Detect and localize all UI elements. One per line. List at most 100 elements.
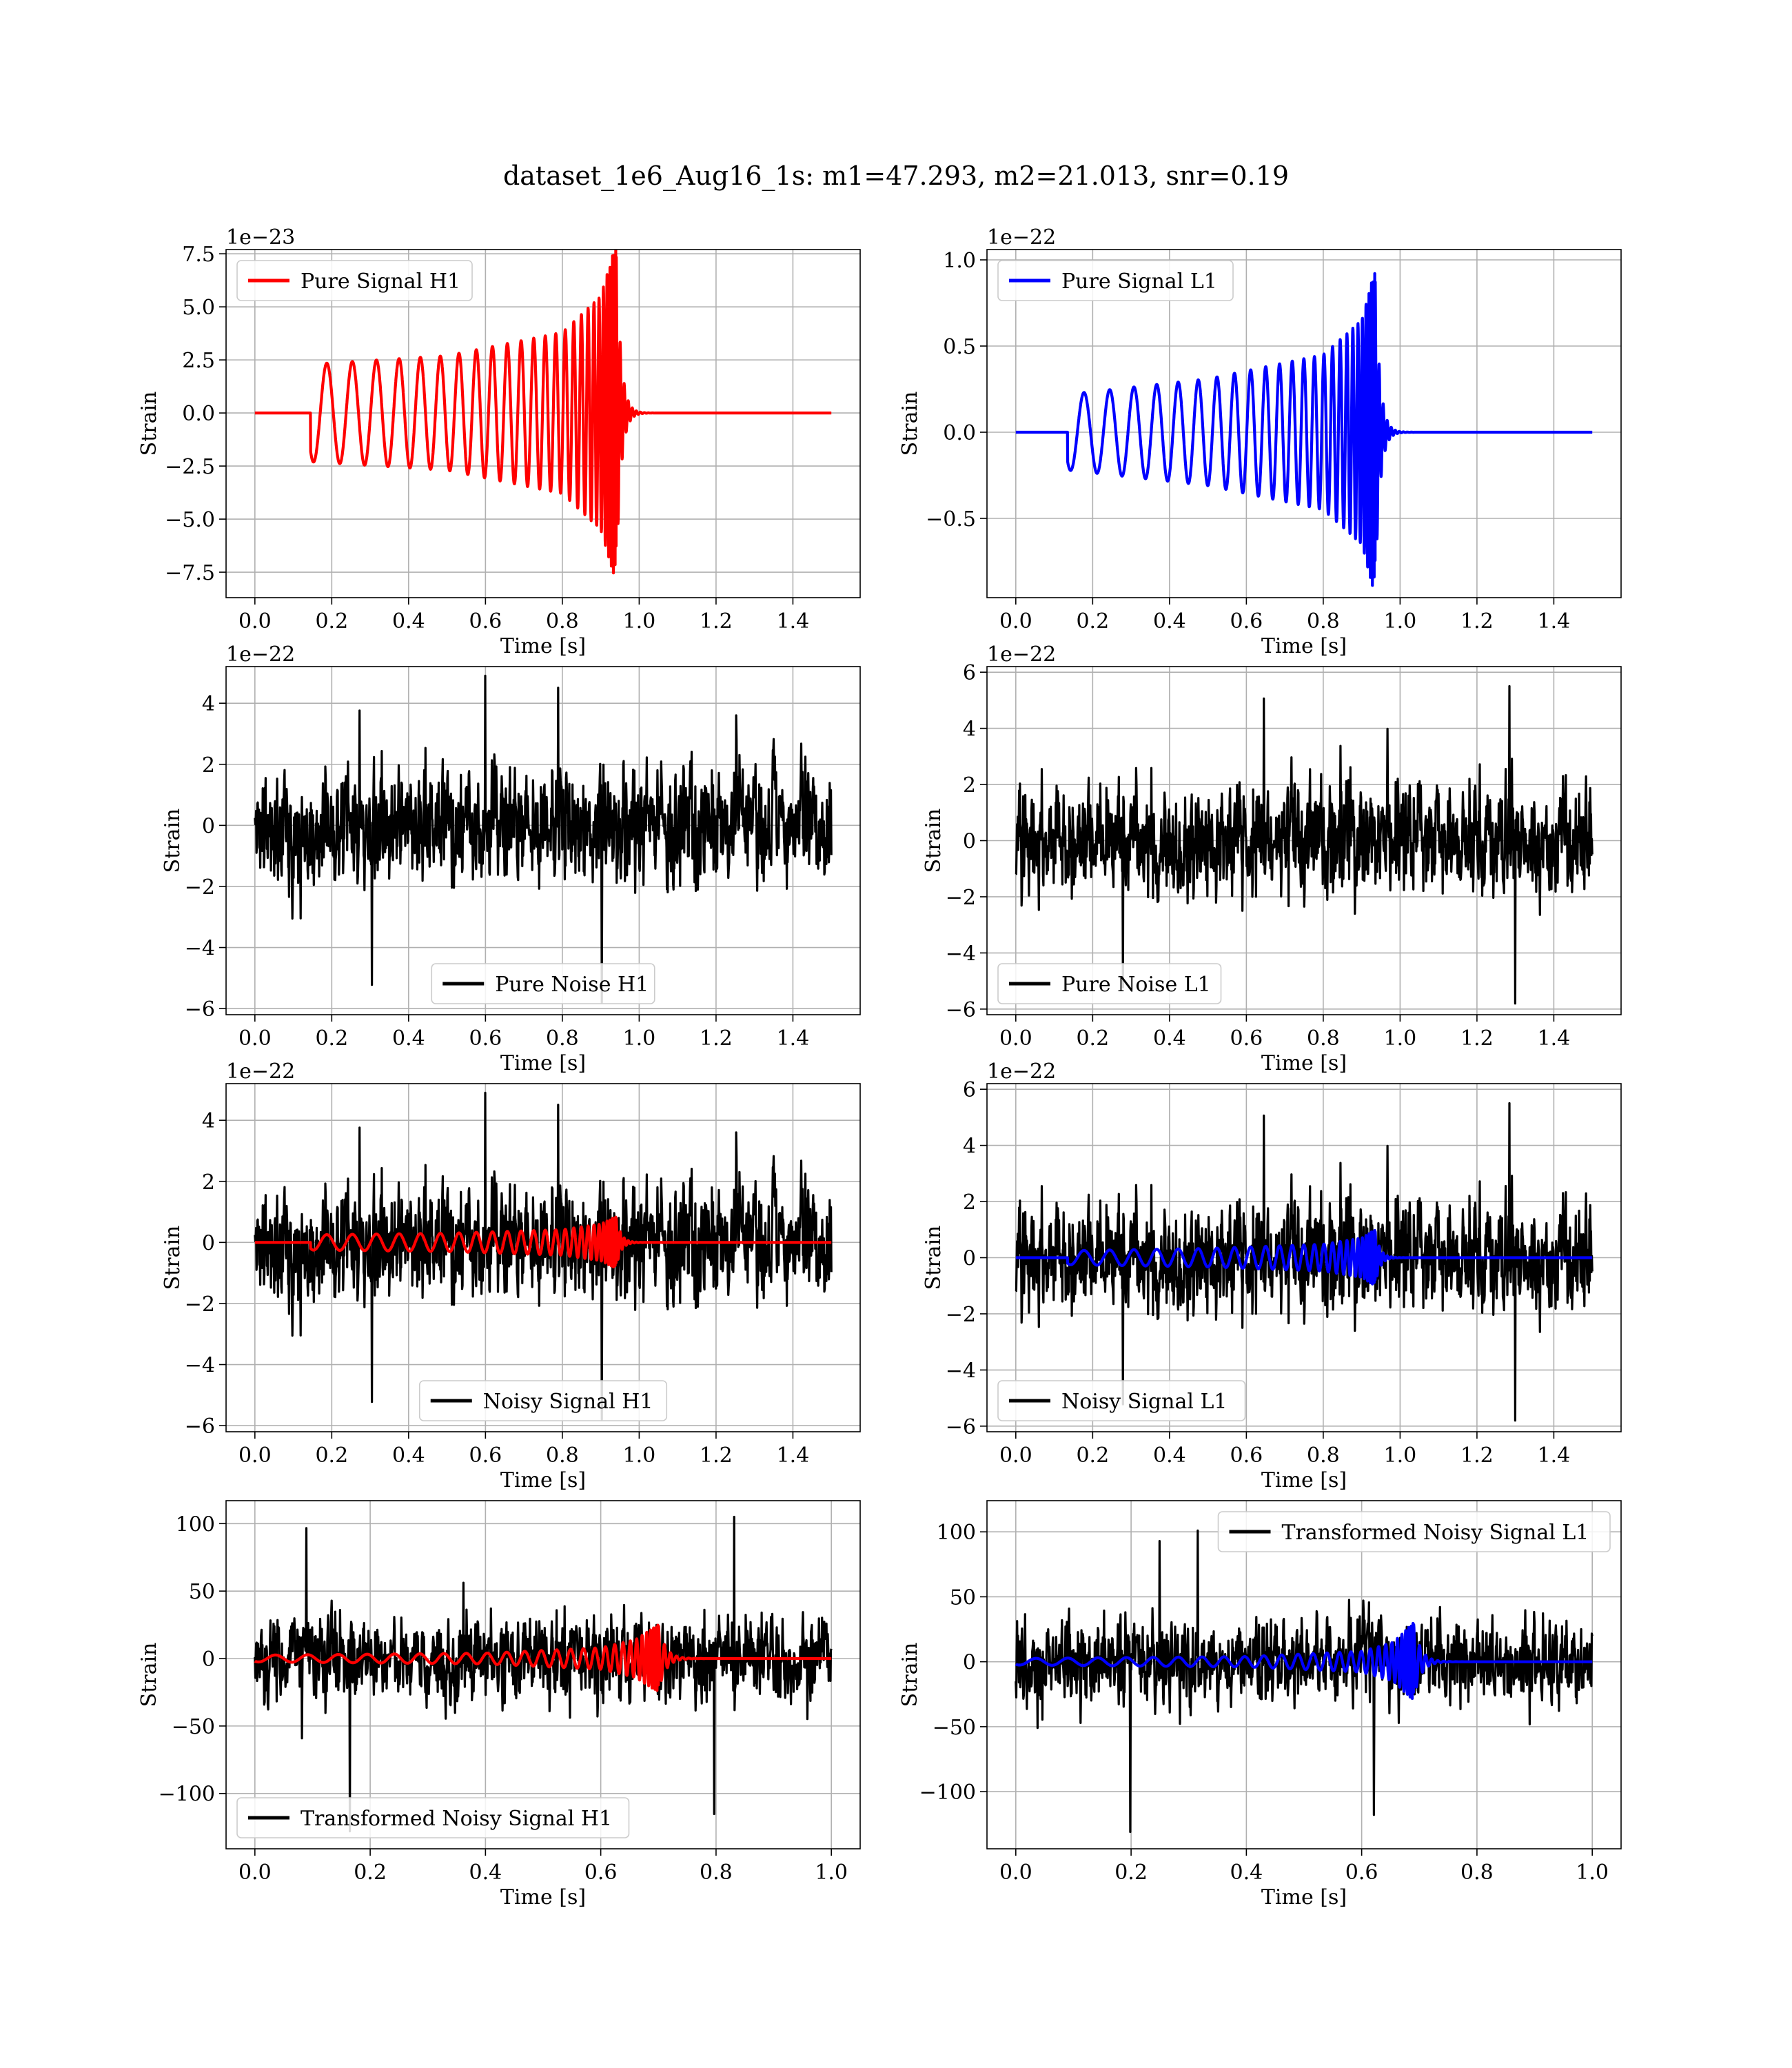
signal-line-0 [1015,272,1594,587]
noise-line-0 [1015,685,1594,1005]
x-tick-label: 0.0 [238,1861,272,1885]
signal-line-1 [254,1623,833,1692]
x-tick-label: 0.4 [392,1443,425,1468]
x-tick-label: 0.8 [546,609,579,633]
y-tick-label: 2 [963,1190,976,1215]
y-tick-label: −2.5 [165,455,215,479]
x-tick-label: 0.8 [700,1861,733,1885]
legend-label: Pure Signal H1 [301,270,460,294]
y-tick-label: 0.0 [943,421,976,445]
x-tick-label: 0.8 [1307,1443,1340,1468]
x-tick-label: 1.2 [700,1026,733,1051]
x-tick-label: 1.2 [1460,609,1494,633]
y-tick-label: 7.5 [182,243,215,267]
noise-line-0 [1015,1102,1594,1422]
y-axis-label: Strain [161,809,185,873]
legend-box [1217,1511,1611,1552]
x-axis-label: Time [s] [1261,1468,1347,1492]
legend: Pure Noise L1 [997,963,1222,1004]
series-group [254,674,833,1004]
y-tick-label: −2 [185,1292,215,1317]
noise-line-0 [254,1091,833,1421]
y-tick-label: −4 [185,937,215,961]
x-tick-label: 0.4 [1153,609,1186,633]
y-tick-label: −5.0 [165,508,215,532]
x-axis-label: Time [s] [1261,1051,1347,1075]
x-tick-label: 1.4 [1538,1443,1571,1468]
x-tick-label: 0.8 [1307,1026,1340,1051]
x-tick-label: 0.6 [1230,1026,1263,1051]
x-tick-label: 0.4 [469,1861,502,1885]
y-tick-label: −0.5 [926,507,976,531]
legend-label: Pure Signal L1 [1061,270,1217,294]
x-tick-label: 0.6 [469,1443,502,1468]
y-tick-label: 0.0 [182,402,215,426]
x-tick-label: 0.2 [1076,1443,1109,1468]
y-tick-label: 4 [963,1135,976,1159]
legend-label: Noisy Signal H1 [483,1390,653,1414]
y-tick-label: 50 [950,1585,976,1610]
x-tick-label: 1.2 [700,609,733,633]
y-tick-label: 0 [963,1651,976,1675]
y-tick-label: 0 [963,830,976,854]
x-tick-label: 1.0 [1384,1443,1417,1468]
y-tick-label: 4 [963,718,976,742]
x-tick-label: 1.2 [700,1443,733,1468]
legend-box [418,1380,668,1421]
x-tick-label: 1.2 [1460,1026,1494,1051]
x-tick-label: 0.6 [1345,1861,1378,1885]
signal-line-1 [1015,1228,1594,1286]
subplot-transformed-noisy-signal-h1: 0.0 0.2 0.4 0.6 0.8 1.0 100 50 0 −50 −100 Time [s] S… [137,1500,861,1909]
offset-text: 1e−23 [226,225,295,250]
x-tick-label: 1.0 [1384,609,1417,633]
y-tick-label: −4 [185,1354,215,1378]
legend-box [236,260,473,301]
x-tick-label: 0.8 [546,1026,579,1051]
y-tick-label: 0.5 [943,335,976,359]
x-axis-label: Time [s] [500,1885,586,1909]
offset-text: 1e−22 [226,642,295,667]
x-tick-label: 1.0 [623,609,656,633]
legend: Noisy Signal H1 [418,1380,668,1421]
y-tick-label: −2 [185,875,215,900]
x-tick-label: 0.2 [1114,1861,1148,1885]
series-group [254,1515,833,1833]
noise-line-0 [254,1515,833,1833]
subplot-pure-noise-h1: 0.0 0.2 0.4 0.6 0.8 1.0 1.2 1.4 4 2 0 −2 −4 −6 1e−22 Ti… [161,642,861,1075]
x-tick-label: 0.6 [584,1861,618,1885]
offset-text: 1e−22 [987,1060,1056,1084]
x-tick-label: 0.2 [354,1861,387,1885]
x-tick-label: 0.0 [999,609,1032,633]
signal-line-1 [254,1215,833,1268]
y-tick-label: 2.5 [182,349,215,373]
axes-frame [225,666,861,1015]
y-tick-label: −50 [933,1716,976,1740]
y-tick-label: −50 [172,1715,215,1739]
x-tick-label: 1.4 [777,609,810,633]
y-axis-label: Strain [898,1643,922,1707]
x-tick-label: 1.4 [1538,1026,1571,1051]
y-tick-label: 4 [202,692,215,716]
y-tick-label: 2 [202,753,215,778]
series-group [1015,1102,1594,1422]
y-tick-label: 2 [963,773,976,798]
y-tick-label: −6 [946,1415,976,1439]
y-tick-label: −100 [159,1783,215,1807]
x-tick-label: 0.0 [999,1443,1032,1468]
x-tick-label: 0.0 [238,1026,272,1051]
y-tick-label: −100 [919,1781,976,1805]
offset-text: 1e−22 [987,642,1056,667]
x-tick-label: 1.0 [623,1443,656,1468]
y-tick-label: 100 [176,1512,215,1537]
axes-frame [986,249,1622,598]
y-tick-label: −6 [946,998,976,1022]
y-tick-label: 6 [963,1078,976,1102]
x-tick-label: 0.4 [1153,1026,1186,1051]
x-tick-label: 0.6 [469,1026,502,1051]
x-tick-label: 1.2 [1460,1443,1494,1468]
y-tick-label: 0 [963,1247,976,1271]
legend-label: Pure Noise H1 [495,973,649,997]
y-tick-label: 5.0 [182,296,215,320]
